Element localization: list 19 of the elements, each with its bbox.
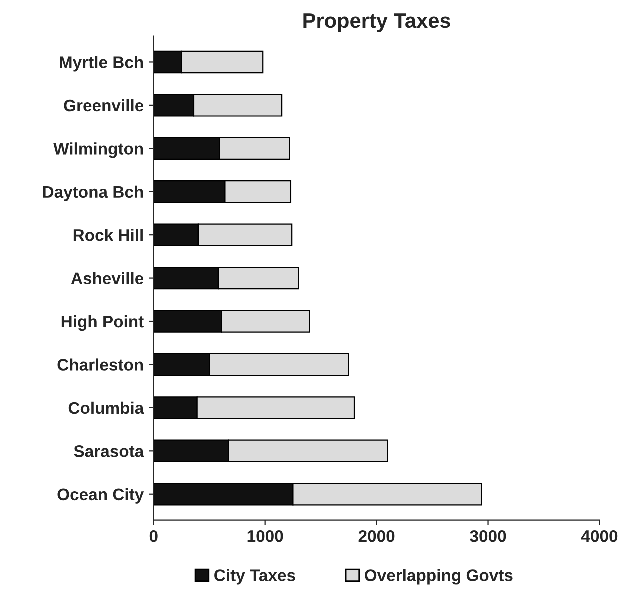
- y-tick-label: High Point: [62, 315, 144, 332]
- x-tick-label: 3000: [470, 530, 506, 542]
- legend-label: City Taxes: [214, 569, 296, 585]
- y-tick-label: Rock Hill: [74, 229, 143, 242]
- y-tick-label: Charleston: [58, 358, 144, 371]
- y-tick-label: Sarasota: [74, 446, 144, 458]
- y-tick-label: Daytona Bch: [43, 186, 144, 202]
- y-tick-label: Wilmington: [54, 142, 144, 158]
- x-tick-label: 0: [150, 530, 158, 542]
- y-tick-label: Columbia: [68, 402, 144, 414]
- legend-label: Overlapping Govts: [365, 569, 513, 585]
- chart-title: Property Taxes: [304, 14, 450, 32]
- x-tick-label: 4000: [581, 530, 618, 542]
- y-tick-label: Ocean City: [58, 488, 144, 504]
- y-tick-label: Greenville: [64, 99, 144, 112]
- x-tick-label: 1000: [248, 530, 284, 542]
- x-tick-label: 2000: [358, 530, 395, 542]
- y-tick-label: Asheville: [71, 272, 144, 285]
- y-tick-label: Myrtle Bch: [60, 56, 144, 72]
